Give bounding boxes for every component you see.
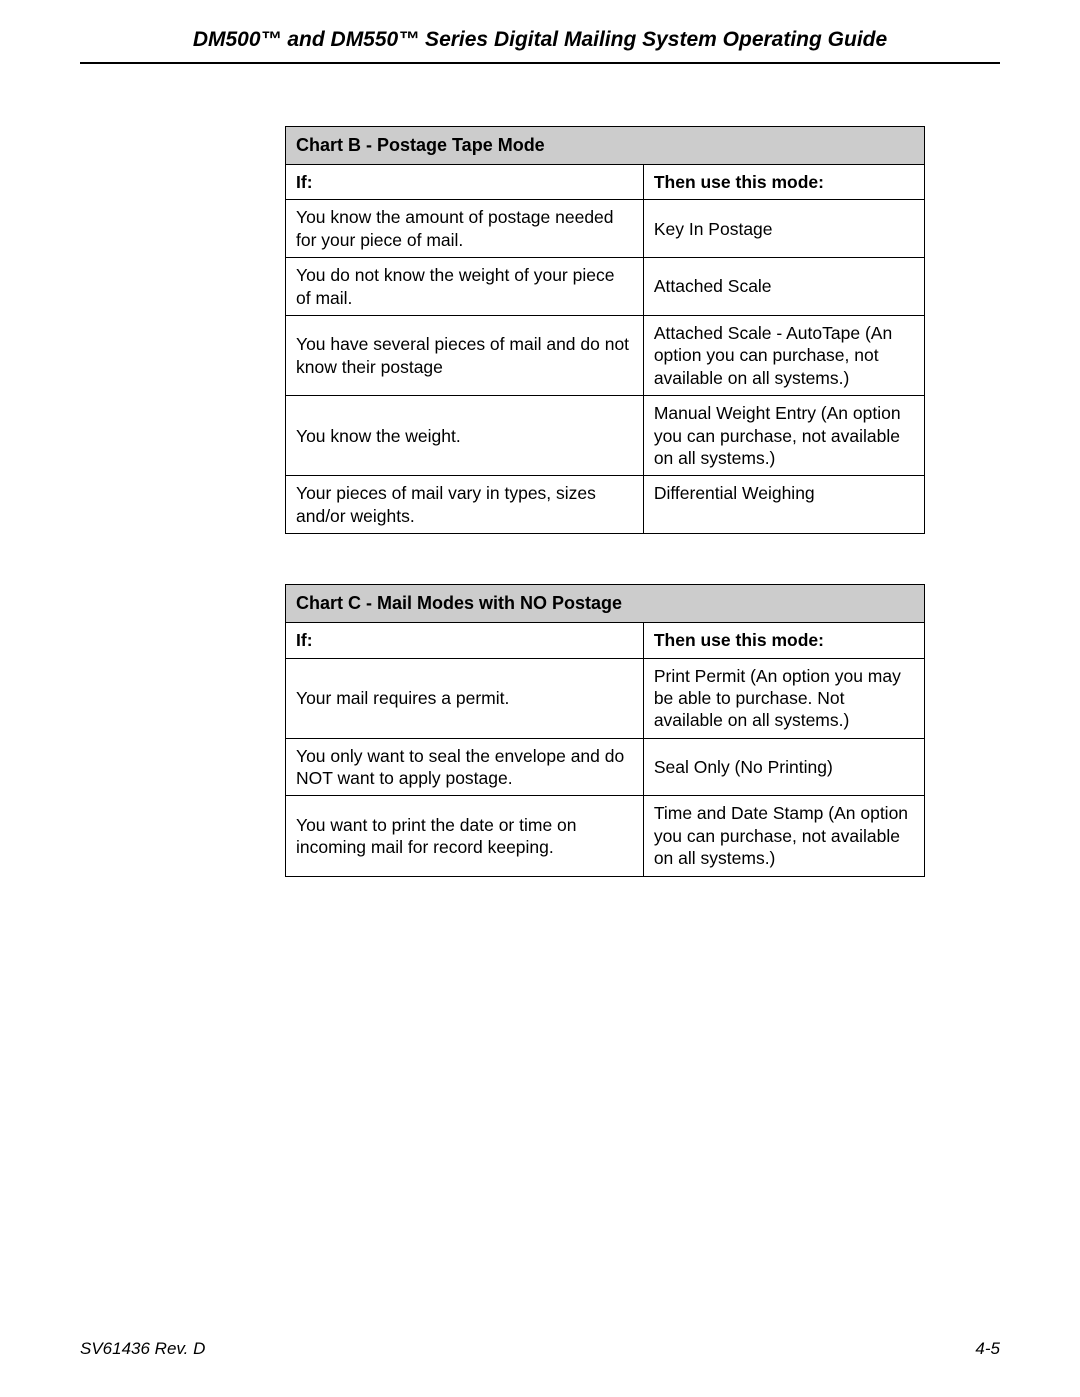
chart-b-col-mode: Then use this mode: xyxy=(643,165,924,200)
footer-doc-id: SV61436 Rev. D xyxy=(80,1339,205,1359)
table-row: You do not know the weight of your piece… xyxy=(286,258,925,316)
chart-b-col-if: If: xyxy=(286,165,644,200)
chart-c-col-mode: Then use this mode: xyxy=(643,623,924,658)
table-row: Your mail requires a permit. Print Permi… xyxy=(286,658,925,738)
cell-if: You only want to seal the envelope and d… xyxy=(286,738,644,796)
table-row: You know the amount of postage needed fo… xyxy=(286,200,925,258)
page-footer: SV61436 Rev. D 4-5 xyxy=(80,1339,1000,1359)
cell-mode: Differential Weighing xyxy=(643,476,924,534)
cell-if: You have several pieces of mail and do n… xyxy=(286,315,644,395)
cell-mode: Seal Only (No Printing) xyxy=(643,738,924,796)
table-row: You only want to seal the envelope and d… xyxy=(286,738,925,796)
table-row: You know the weight. Manual Weight Entry… xyxy=(286,396,925,476)
chart-c-header-row: If: Then use this mode: xyxy=(286,623,925,658)
cell-if: You know the amount of postage needed fo… xyxy=(286,200,644,258)
chart-b-header-row: If: Then use this mode: xyxy=(286,165,925,200)
cell-mode: Print Permit (An option you may be able … xyxy=(643,658,924,738)
table-row: Your pieces of mail vary in types, sizes… xyxy=(286,476,925,534)
chart-b-title: Chart B - Postage Tape Mode xyxy=(286,127,925,165)
cell-if: You know the weight. xyxy=(286,396,644,476)
table-row: You have several pieces of mail and do n… xyxy=(286,315,925,395)
header-divider xyxy=(80,62,1000,64)
chart-c-title-row: Chart C - Mail Modes with NO Postage xyxy=(286,585,925,623)
cell-mode: Attached Scale - AutoTape (An option you… xyxy=(643,315,924,395)
page-header-title: DM500™ and DM550™ Series Digital Mailing… xyxy=(80,28,1000,62)
cell-if: You do not know the weight of your piece… xyxy=(286,258,644,316)
cell-mode: Time and Date Stamp (An option you can p… xyxy=(643,796,924,876)
chart-b-table: Chart B - Postage Tape Mode If: Then use… xyxy=(285,126,925,534)
cell-if: Your mail requires a permit. xyxy=(286,658,644,738)
chart-c-table-wrap: Chart C - Mail Modes with NO Postage If:… xyxy=(285,584,925,877)
chart-c-col-if: If: xyxy=(286,623,644,658)
chart-b-table-wrap: Chart B - Postage Tape Mode If: Then use… xyxy=(285,126,925,534)
footer-page-number: 4-5 xyxy=(975,1339,1000,1359)
chart-c-title: Chart C - Mail Modes with NO Postage xyxy=(286,585,925,623)
cell-mode: Attached Scale xyxy=(643,258,924,316)
cell-mode: Manual Weight Entry (An option you can p… xyxy=(643,396,924,476)
chart-c-table: Chart C - Mail Modes with NO Postage If:… xyxy=(285,584,925,877)
table-row: You want to print the date or time on in… xyxy=(286,796,925,876)
chart-b-title-row: Chart B - Postage Tape Mode xyxy=(286,127,925,165)
cell-if: Your pieces of mail vary in types, sizes… xyxy=(286,476,644,534)
cell-mode: Key In Postage xyxy=(643,200,924,258)
cell-if: You want to print the date or time on in… xyxy=(286,796,644,876)
